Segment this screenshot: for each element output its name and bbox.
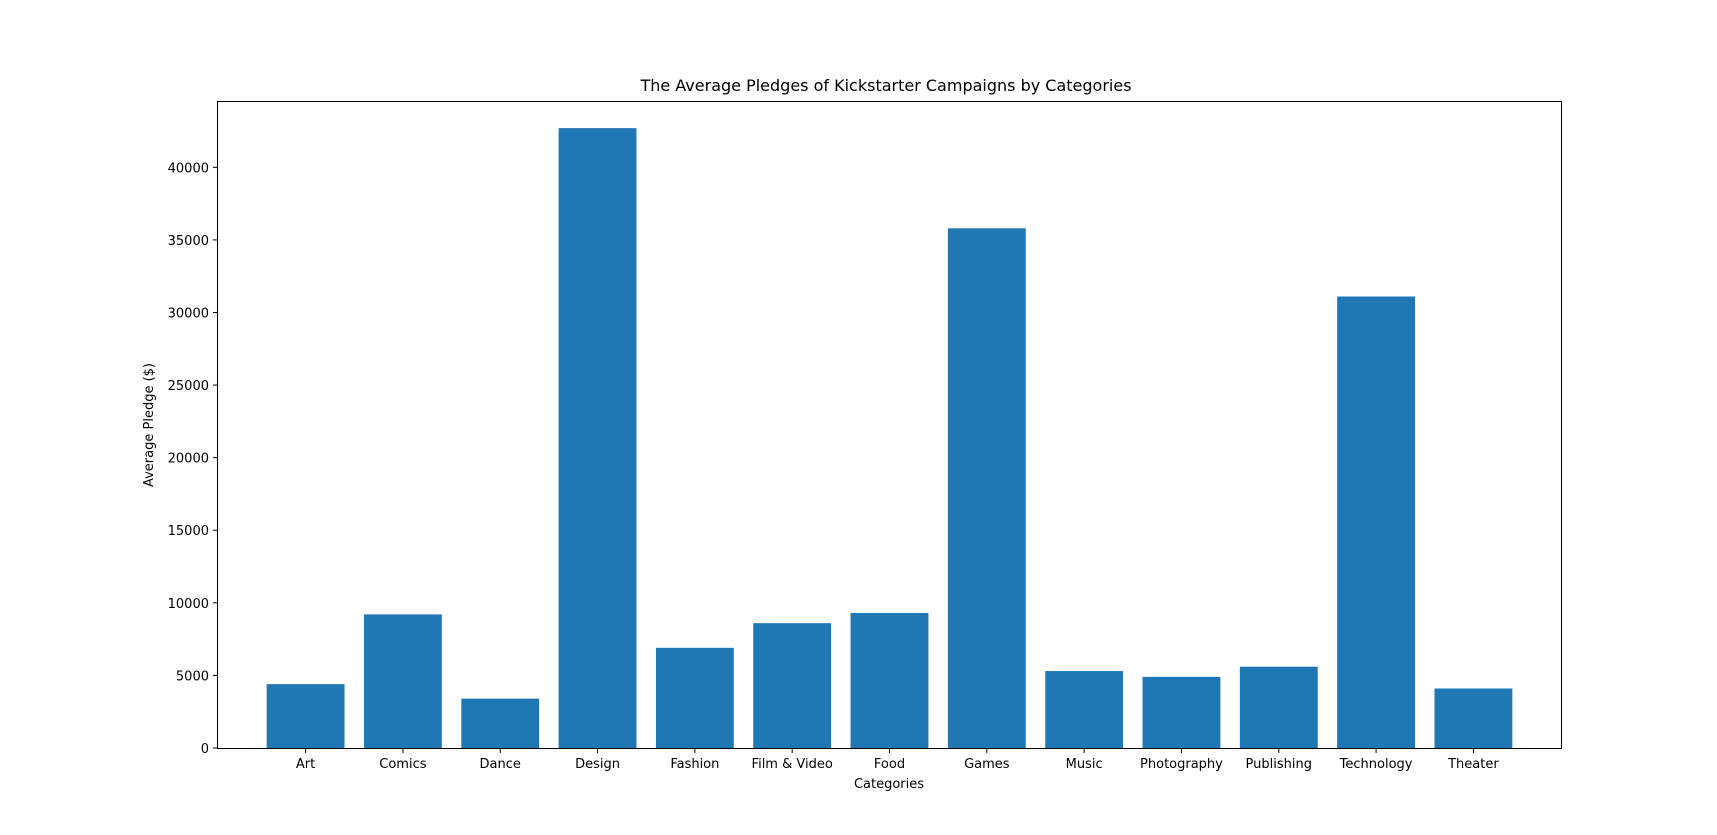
x-axis-ticks: Art Comics Dance Design Fashion Film & Video F… xyxy=(296,748,1499,772)
x-tick-label: Music xyxy=(1066,757,1103,772)
y-tick-label: 30000 xyxy=(168,306,209,321)
x-tick-label: Publishing xyxy=(1246,757,1312,772)
y-tick-label: 25000 xyxy=(168,379,209,394)
x-tick-label: Fashion xyxy=(670,757,719,772)
bar-fashion xyxy=(655,647,734,748)
x-axis-label: Categories xyxy=(854,777,924,792)
y-tick-label: 35000 xyxy=(168,234,209,249)
bar-publishing xyxy=(1239,666,1318,748)
y-tick-label: 40000 xyxy=(168,161,209,176)
y-tick-label: 0 xyxy=(201,742,209,757)
y-tick-label: 5000 xyxy=(176,669,209,684)
bars-layer xyxy=(266,128,1513,749)
x-tick-label: Dance xyxy=(480,757,521,772)
bar-food xyxy=(850,612,929,748)
y-axis-label: Average Pledge ($) xyxy=(142,363,157,487)
bar-music xyxy=(1045,671,1124,748)
y-axis-ticks: 0 5000 10000 15000 20000 25000 30000 35000 40000 xyxy=(168,161,218,757)
x-tick-label: Photography xyxy=(1140,757,1223,772)
x-tick-label: Technology xyxy=(1339,757,1413,772)
y-tick-label: 20000 xyxy=(168,452,209,467)
bar-film-and-video xyxy=(753,623,832,748)
bar-dance xyxy=(461,698,540,748)
x-tick-label: Art xyxy=(296,757,315,772)
x-tick-label: Games xyxy=(964,757,1010,772)
x-tick-label: Design xyxy=(575,757,620,772)
chart-title: The Average Pledges of Kickstarter Campa… xyxy=(639,76,1131,95)
bar-theater xyxy=(1434,688,1513,748)
y-tick-label: 15000 xyxy=(168,524,209,539)
x-tick-label: Film & Video xyxy=(752,757,833,772)
x-tick-label: Theater xyxy=(1447,757,1499,772)
plot-frame xyxy=(217,101,1562,749)
bar-art xyxy=(266,684,345,748)
x-tick-label: Food xyxy=(874,757,905,772)
x-tick-label: Comics xyxy=(379,757,426,772)
bar-design xyxy=(558,128,637,748)
bar-games xyxy=(947,228,1026,749)
bar-technology xyxy=(1337,296,1416,748)
bar-comics xyxy=(363,614,442,748)
bar-photography xyxy=(1142,676,1221,748)
y-tick-label: 10000 xyxy=(168,597,209,612)
